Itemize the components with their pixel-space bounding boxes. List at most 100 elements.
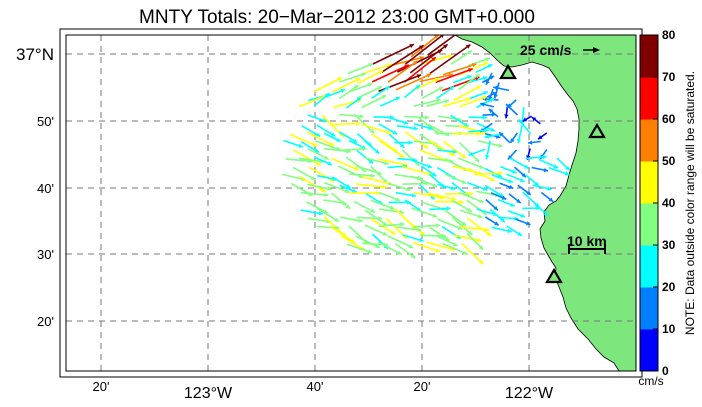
current-vector [362, 123, 392, 135]
current-vector-head [408, 244, 414, 249]
current-vector-head [382, 231, 388, 236]
current-vector [466, 217, 492, 237]
current-vector-head [478, 245, 484, 250]
current-vector-head [522, 117, 528, 122]
current-vector-head [397, 250, 402, 255]
current-vector [341, 147, 367, 151]
current-vector [419, 149, 449, 162]
current-vector-head [419, 45, 424, 50]
current-vector-head [434, 35, 439, 39]
current-vector-head [526, 190, 531, 195]
current-vector [443, 140, 467, 159]
current-vector-head [345, 204, 350, 209]
current-vector-head [524, 164, 529, 169]
current-vector-head [314, 148, 320, 153]
current-vector-head [516, 198, 521, 203]
current-vector-head [440, 35, 444, 39]
reference-arrow-head [593, 47, 600, 53]
colorbar-blocks [640, 35, 658, 372]
current-vector-head [498, 171, 503, 176]
current-vector-head [521, 172, 526, 178]
current-vector-head [459, 199, 464, 205]
current-vector [466, 199, 488, 216]
current-vector-head [438, 87, 443, 92]
colorbar-tick-label: 50 [662, 154, 676, 168]
current-vector-head [390, 230, 396, 235]
current-vector-head [410, 253, 416, 258]
current-vector [413, 224, 441, 228]
current-vector [292, 166, 316, 181]
current-vector-head [399, 143, 405, 148]
current-vector [347, 62, 374, 75]
map-title: MNTY Totals: 20−Mar−2012 23:00 GMT+0.000 [139, 7, 535, 28]
scale-bar-label: 10 km [567, 233, 607, 249]
current-vector [298, 175, 327, 193]
current-vector-head [485, 154, 490, 160]
current-vector-head [485, 57, 490, 62]
current-vector-head [367, 82, 373, 87]
current-vector-head [395, 96, 400, 101]
current-vector-head [358, 218, 363, 223]
current-vector-head [506, 104, 511, 109]
current-vector-head [435, 223, 440, 228]
colorbar-block [640, 35, 658, 78]
current-vector-head [484, 134, 489, 139]
colorbar-tick-label: 70 [662, 70, 676, 84]
current-vector-head [298, 143, 303, 148]
current-vector [403, 56, 437, 83]
current-vector-head [415, 84, 421, 90]
current-vector [338, 113, 364, 118]
current-vector-head [420, 231, 426, 236]
current-vector-head [508, 184, 514, 189]
current-vector-head [358, 173, 363, 178]
current-vector [300, 191, 329, 196]
current-vector-head [542, 154, 547, 160]
current-vector-head [467, 50, 472, 55]
current-vector-head [374, 149, 380, 154]
current-vector [435, 68, 473, 84]
current-vector-head [501, 195, 507, 200]
colorbar-block [640, 77, 658, 120]
colorbar-unit: cm/s [638, 374, 663, 388]
current-vector-head [449, 86, 454, 91]
current-vector-head [324, 192, 329, 197]
current-vector [417, 116, 440, 136]
current-vector [361, 94, 387, 109]
current-vector-head [378, 216, 383, 221]
current-vector-head [327, 161, 332, 166]
current-vector [337, 165, 364, 179]
current-vector [362, 176, 393, 186]
current-vector-head [355, 78, 361, 82]
current-vector [371, 133, 398, 153]
lon-label: 40' [307, 379, 324, 394]
current-vector-head [487, 64, 493, 69]
current-vector [370, 165, 388, 184]
current-vector-head [476, 131, 481, 136]
reference-vector: 25 cm/s [520, 42, 600, 58]
current-vector [331, 77, 361, 93]
current-vector [348, 173, 375, 177]
current-vector-head [336, 137, 341, 142]
current-vector [429, 226, 451, 242]
current-vector [307, 183, 332, 191]
current-vector-head [413, 60, 418, 66]
current-vector [413, 191, 445, 199]
current-vector-head [479, 164, 484, 169]
current-vector-head [500, 217, 505, 223]
current-vector [425, 241, 455, 251]
current-vector-head [361, 72, 366, 77]
current-vector-head [375, 190, 380, 196]
current-vector-head [428, 125, 433, 131]
current-vector [413, 98, 441, 107]
current-vector-head [340, 88, 346, 93]
current-vector-head [435, 248, 440, 253]
current-vector-head [385, 86, 390, 91]
lon-label: 20' [414, 379, 431, 394]
current-vector-head [452, 149, 457, 154]
colorbar-block [640, 119, 658, 162]
current-vector-head [510, 138, 515, 143]
current-vector [411, 207, 438, 218]
current-vector-head [432, 183, 438, 188]
current-vector-head [381, 95, 387, 100]
